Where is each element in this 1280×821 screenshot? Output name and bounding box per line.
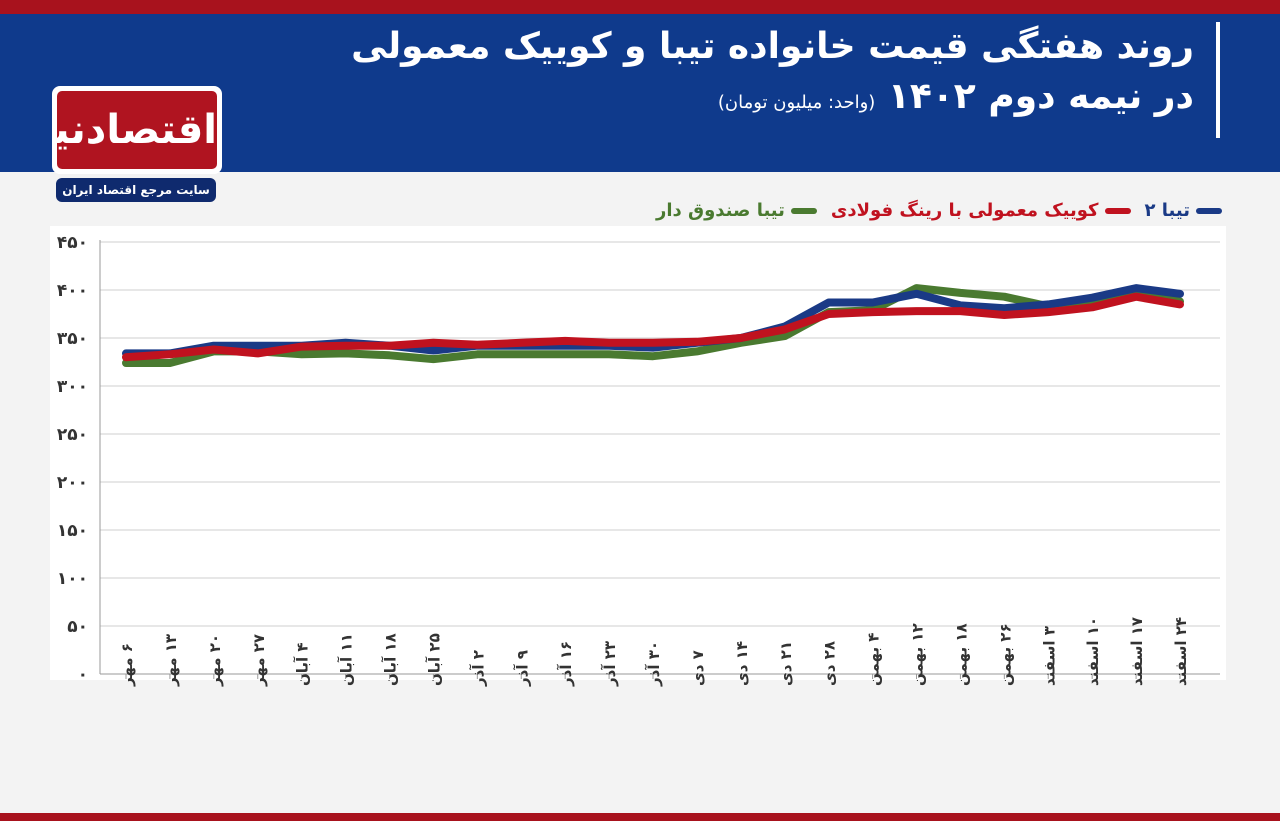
- y-tick-label-150: ۱۵۰: [57, 521, 88, 541]
- chart-legend: تیبا ۲ کوییک معمولی با رینگ فولادی تیبا …: [656, 200, 1222, 221]
- chart-unit: (واحد: میلیون تومان): [717, 92, 876, 113]
- x-tick-label-23: ۱۷ اسفند: [1128, 617, 1146, 686]
- series-line-1: [122, 292, 1184, 362]
- y-tick-label-400: ۴۰۰: [57, 281, 88, 301]
- x-tick-label-1: ۱۳ مهر: [162, 634, 180, 687]
- x-tick-label-0: ۶ مهر: [118, 643, 136, 687]
- logo-tagline: سایت مرجع اقتصاد ایران: [56, 178, 216, 202]
- legend-label-quick: کوییک معمولی با رینگ فولادی: [830, 200, 1099, 221]
- logo-wordmark: اقتصادنیوز: [57, 91, 217, 169]
- x-tick-label-6: ۱۸ آبان: [382, 633, 400, 686]
- x-tick-label-4: ۴ آبان: [294, 642, 312, 686]
- series-line-2: [122, 284, 1184, 367]
- x-tick-label-17: ۴ بهمن: [865, 633, 883, 686]
- legend-swatch-tiba2: [1196, 207, 1222, 214]
- x-tick-label-24: ۲۴ اسفند: [1172, 617, 1190, 686]
- x-tick-label-18: ۱۲ بهمن: [909, 623, 927, 686]
- x-tick-label-2: ۲۰ مهر: [206, 634, 224, 687]
- chart-subtitle: در نیمه دوم ۱۴۰۲ (واحد: میلیون تومان): [351, 72, 1194, 128]
- logo[interactable]: اقتصادنیوز: [52, 86, 222, 174]
- title-divider: [1216, 22, 1220, 138]
- chart-title: روند هفتگی قیمت خانواده تیبا و کوییک معم…: [351, 26, 1194, 67]
- x-tick-label-16: ۲۸ دی: [821, 641, 839, 686]
- x-tick-label-5: ۱۱ آبان: [338, 633, 356, 686]
- chart-title-block: روند هفتگی قیمت خانواده تیبا و کوییک معم…: [351, 22, 1194, 128]
- y-tick-label-300: ۳۰۰: [57, 377, 88, 397]
- x-tick-label-8: ۲ آذر: [469, 650, 487, 687]
- legend-item-quick: کوییک معمولی با رینگ فولادی: [831, 200, 1131, 221]
- y-tick-label-0: ۰: [78, 665, 88, 685]
- y-tick-label-350: ۳۵۰: [57, 329, 88, 349]
- x-tick-label-12: ۳۰ آذر: [645, 641, 663, 687]
- legend-swatch-tiba-sedan: [790, 207, 817, 214]
- y-tick-label-200: ۲۰۰: [57, 473, 88, 493]
- x-tick-label-11: ۲۳ آذر: [601, 641, 619, 687]
- x-tick-label-15: ۲۱ دی: [777, 641, 795, 686]
- y-tick-label-450: ۴۵۰: [57, 233, 88, 253]
- x-tick-label-20: ۲۶ بهمن: [996, 623, 1014, 686]
- bottom-stripe: [0, 813, 1280, 821]
- x-tick-label-19: ۱۸ بهمن: [952, 623, 970, 686]
- y-tick-label-250: ۲۵۰: [57, 425, 88, 445]
- legend-item-tiba-sedan: تیبا صندوق دار: [656, 200, 817, 221]
- x-tick-label-9: ۹ آذر: [513, 650, 531, 687]
- x-tick-label-7: ۲۵ آبان: [425, 633, 443, 686]
- x-tick-label-3: ۲۷ مهر: [250, 634, 268, 687]
- x-tick-label-21: ۳ اسفند: [1040, 626, 1058, 686]
- legend-label-tiba-sedan: تیبا صندوق دار: [655, 200, 785, 221]
- top-stripe: [0, 0, 1280, 14]
- x-tick-label-14: ۱۴ دی: [733, 641, 751, 686]
- x-tick-label-10: ۱۶ آذر: [557, 641, 575, 687]
- chart-subtitle-period: در نیمه دوم ۱۴۰۲: [887, 76, 1194, 117]
- y-tick-label-100: ۱۰۰: [57, 569, 88, 589]
- legend-label-tiba2: تیبا ۲: [1144, 200, 1190, 221]
- y-tick-label-50: ۵۰: [67, 617, 88, 637]
- x-tick-label-22: ۱۰ اسفند: [1084, 617, 1102, 686]
- legend-swatch-quick: [1104, 207, 1131, 214]
- x-tick-label-13: ۷ دی: [689, 650, 707, 686]
- legend-item-tiba2: تیبا ۲: [1145, 200, 1222, 221]
